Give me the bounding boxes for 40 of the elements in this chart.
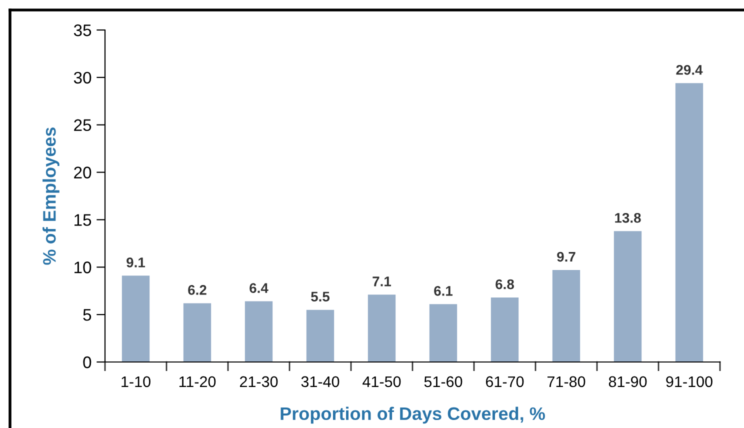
y-tick-label: 20 [74,166,92,178]
y-axis-title: % of Employees [42,128,60,265]
x-tick-label: 91-100 [666,376,712,388]
y-tick-label: 35 [74,24,92,36]
y-tick-label: 25 [74,119,92,132]
x-tick-label: 11-20 [179,376,216,388]
bar [429,304,458,362]
data-label: 29.4 [676,64,703,75]
bar [552,270,580,362]
data-label: 13.8 [615,212,641,223]
x-tick-label: 61-70 [486,376,524,388]
data-label: 6.2 [188,285,206,295]
bar [490,297,519,362]
y-tick-label: 0 [83,356,92,368]
y-tick-label: 5 [83,309,92,321]
data-label: 6.4 [250,283,268,293]
x-tick-label: 71-80 [548,376,586,388]
bar [675,83,704,362]
x-tick-label: 81-90 [608,376,647,388]
x-tick-label: 51-60 [424,376,462,388]
x-tick-label: 31-40 [301,376,340,388]
bar [614,231,642,362]
data-label: 7.1 [372,276,392,286]
y-tick-label: 10 [74,262,92,274]
y-tick-label: 30 [74,72,92,84]
data-label: 9.1 [126,258,146,268]
x-tick-label: 21-30 [240,376,278,388]
x-axis-title: Proportion of Days Covered, % [280,406,545,424]
bar [122,276,150,362]
bar [183,303,212,362]
bar [244,301,273,362]
data-label: 6.8 [496,279,514,290]
bar [368,294,396,362]
bar [306,310,334,362]
data-label: 9.7 [557,252,576,262]
x-tick-label: 1-10 [122,376,150,388]
x-tick-label: 41-50 [362,376,401,388]
data-label: 5.5 [311,292,330,302]
y-tick-label: 15 [74,214,92,226]
data-label: 6.1 [434,286,453,296]
